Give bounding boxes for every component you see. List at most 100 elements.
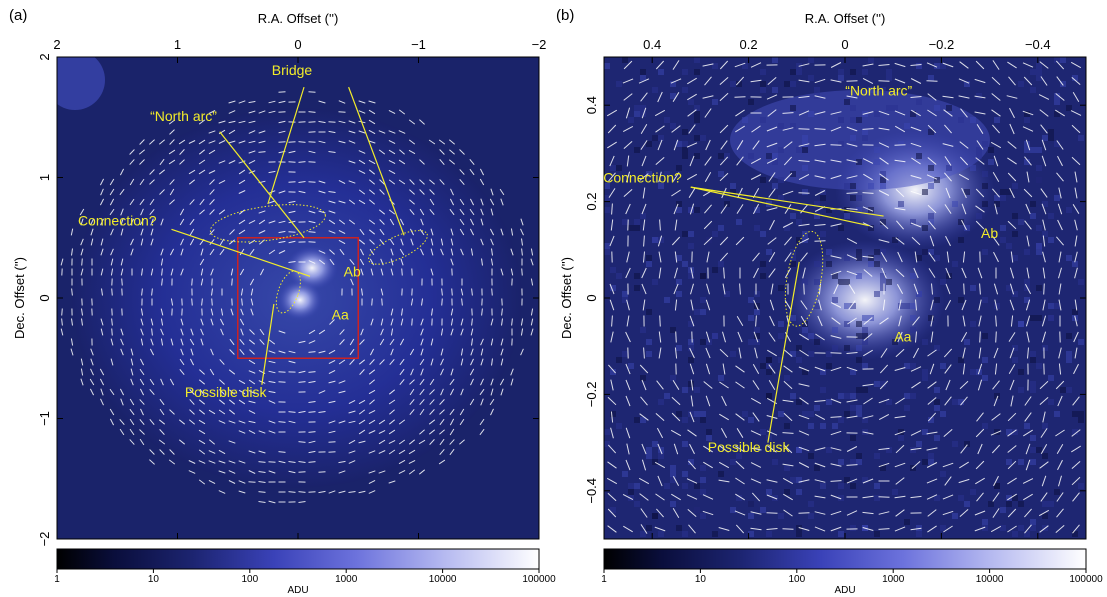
- polarization-vector: [388, 149, 396, 155]
- polarization-vector: [607, 444, 617, 454]
- polarization-vector: [688, 524, 696, 534]
- polarization-vector: [862, 206, 874, 212]
- polarization-vector: [349, 258, 355, 266]
- colorbar-tick-label: 10: [695, 574, 707, 585]
- polarization-vector: [800, 300, 808, 310]
- polarization-vector: [228, 409, 236, 415]
- polarization-vector: [752, 203, 760, 215]
- polarization-vector: [640, 140, 648, 150]
- polarization-vector: [449, 428, 455, 436]
- polarization-vector: [991, 413, 1001, 421]
- polarization-vector: [318, 471, 326, 473]
- polarization-vector: [258, 481, 266, 483]
- polarization-vector: [610, 331, 614, 343]
- polarization-vector: [119, 388, 125, 396]
- polarization-vector: [109, 388, 115, 396]
- polarization-vector: [359, 339, 365, 345]
- polarization-vector: [429, 389, 435, 395]
- polarization-vector: [298, 190, 306, 194]
- polarization-vector: [814, 526, 826, 532]
- polarization-vector: [704, 108, 712, 118]
- polarization-vector: [180, 328, 184, 336]
- polarization-vector: [239, 248, 245, 256]
- polarization-vector: [862, 511, 874, 515]
- polarization-vector: [388, 439, 396, 445]
- polarization-vector: [479, 418, 485, 426]
- polarization-vector: [1007, 141, 1017, 149]
- polarization-vector: [1071, 461, 1081, 469]
- polarization-vector: [1039, 397, 1049, 405]
- polarization-vector: [798, 173, 810, 181]
- polarization-vector: [991, 444, 1001, 454]
- polarization-vector: [995, 315, 997, 327]
- polarization-vector: [328, 151, 336, 153]
- polarization-vector: [140, 228, 144, 236]
- polarization-vector: [430, 238, 434, 246]
- polarization-vector: [814, 462, 826, 468]
- polarization-vector: [1007, 412, 1017, 422]
- polarization-vector: [927, 157, 937, 165]
- polarization-vector: [348, 491, 356, 493]
- polarization-vector: [149, 388, 155, 396]
- polarization-vector: [441, 298, 443, 306]
- polarization-vector: [420, 218, 424, 226]
- polarization-vector: [480, 358, 484, 366]
- polarization-vector: [70, 338, 74, 346]
- polarization-vector: [798, 527, 810, 531]
- polarization-vector: [961, 187, 967, 199]
- polarization-vector: [228, 140, 236, 144]
- polarization-vector: [308, 461, 316, 463]
- polarization-vector: [1039, 525, 1049, 533]
- polarization-vector: [358, 110, 366, 114]
- polarization-vector: [379, 219, 385, 225]
- polarization-vector: [318, 100, 326, 104]
- polarization-vector: [846, 126, 858, 132]
- polarization-vector: [814, 190, 826, 196]
- polarization-vector: [766, 430, 778, 436]
- polarization-vector: [846, 478, 858, 484]
- polarization-vector: [308, 351, 316, 353]
- polarization-vector: [308, 150, 316, 154]
- polarization-vector: [159, 449, 165, 455]
- polarization-vector: [238, 219, 246, 225]
- polarization-vector: [814, 447, 826, 451]
- polarization-vector: [657, 475, 663, 487]
- polarization-vector: [1026, 171, 1030, 183]
- polarization-vector: [308, 210, 316, 214]
- polarization-vector: [1074, 267, 1078, 279]
- polarization-vector: [690, 283, 694, 295]
- polarization-vector: [928, 268, 936, 278]
- polarization-vector: [1025, 203, 1031, 215]
- polarization-vector: [769, 299, 775, 311]
- y-tick-label: −2: [37, 532, 52, 547]
- polarization-vector: [1055, 60, 1065, 70]
- polarization-vector: [378, 130, 386, 134]
- polarization-vector: [814, 95, 826, 99]
- polarization-vector: [238, 120, 246, 124]
- colorbar-label: ADU: [287, 585, 308, 596]
- polarization-vector: [830, 463, 842, 467]
- polarization-vector: [1022, 478, 1034, 484]
- polarization-vector: [140, 408, 144, 416]
- polarization-vector: [469, 208, 475, 216]
- polarization-vector: [610, 219, 614, 231]
- polarization-vector: [199, 258, 205, 266]
- polarization-vector: [240, 308, 244, 316]
- polarization-vector: [1023, 493, 1033, 501]
- polarization-vector: [798, 63, 810, 67]
- polarization-vector: [944, 156, 952, 166]
- polarization-vector: [378, 470, 386, 474]
- polarization-vector: [703, 381, 713, 389]
- polarization-vector: [689, 315, 695, 327]
- polarization-vector: [198, 460, 206, 464]
- polarization-vector: [380, 328, 384, 336]
- polarization-vector: [189, 338, 195, 346]
- polarization-vector: [119, 428, 125, 436]
- polarization-vector: [782, 399, 794, 403]
- polarization-vector: [479, 388, 485, 396]
- polarization-vector: [390, 328, 394, 336]
- polarization-vector: [398, 439, 406, 445]
- polarization-vector: [894, 62, 906, 68]
- polarization-vector: [71, 288, 73, 296]
- polarization-vector: [358, 150, 366, 154]
